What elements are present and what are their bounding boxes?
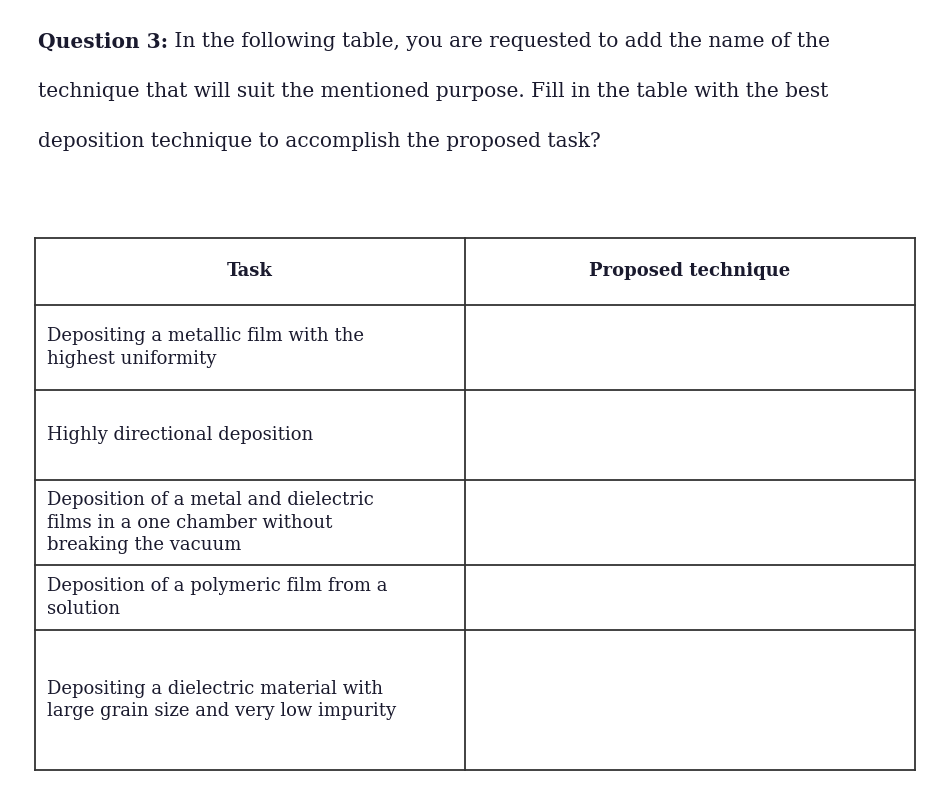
Text: In the following table, you are requested to add the name of the: In the following table, you are requeste… xyxy=(168,32,830,51)
Text: Depositing a metallic film with the
highest uniformity: Depositing a metallic film with the high… xyxy=(47,327,364,368)
Text: Task: Task xyxy=(228,263,273,280)
Text: Deposition of a metal and dielectric
films in a one chamber without
breaking the: Deposition of a metal and dielectric fil… xyxy=(47,490,374,554)
Text: Proposed technique: Proposed technique xyxy=(590,263,791,280)
Text: Highly directional deposition: Highly directional deposition xyxy=(47,426,313,444)
Text: Question 3:: Question 3: xyxy=(38,32,168,52)
Text: technique that will suit the mentioned purpose. Fill in the table with the best: technique that will suit the mentioned p… xyxy=(38,82,829,101)
Text: Depositing a dielectric material with
large grain size and very low impurity: Depositing a dielectric material with la… xyxy=(47,679,396,720)
Text: Deposition of a polymeric film from a
solution: Deposition of a polymeric film from a so… xyxy=(47,577,388,618)
Text: deposition technique to accomplish the proposed task?: deposition technique to accomplish the p… xyxy=(38,132,601,151)
